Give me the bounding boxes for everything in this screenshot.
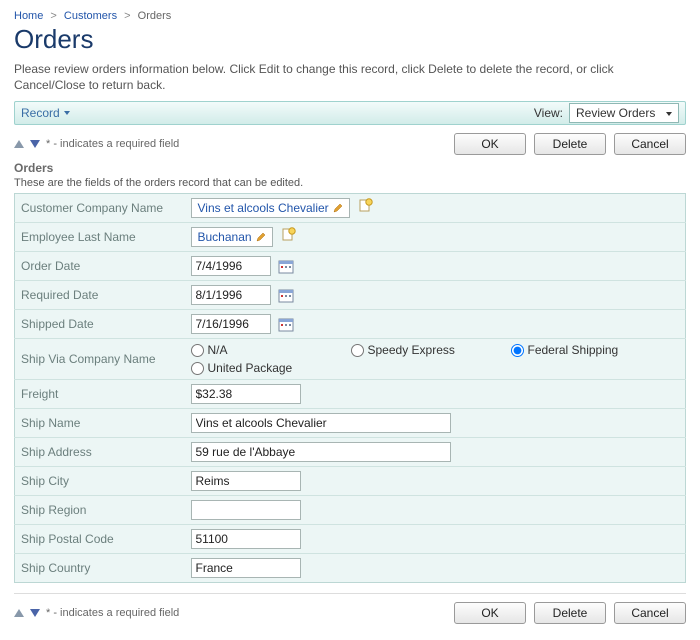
- label-ship-address: Ship Address: [15, 438, 185, 467]
- label-ship-name: Ship Name: [15, 409, 185, 438]
- view-label: View:: [534, 106, 563, 120]
- new-record-icon[interactable]: [282, 227, 296, 241]
- radio-speedy[interactable]: Speedy Express: [351, 343, 501, 357]
- breadcrumb: Home > Customers > Orders: [14, 10, 686, 22]
- radio-federal[interactable]: Federal Shipping: [511, 343, 661, 357]
- view-select-value: Review Orders: [576, 106, 655, 120]
- record-menu-label: Record: [21, 106, 60, 120]
- section-desc: These are the fields of the orders recor…: [14, 177, 686, 189]
- required-date-input[interactable]: [191, 285, 271, 305]
- calendar-icon[interactable]: [278, 259, 294, 275]
- divider: [14, 593, 686, 594]
- employee-lookup[interactable]: Buchanan: [191, 227, 273, 247]
- delete-button[interactable]: Delete: [534, 133, 606, 155]
- radio-federal-label: Federal Shipping: [528, 343, 619, 357]
- prev-record-icon[interactable]: [14, 609, 24, 617]
- calendar-icon[interactable]: [278, 288, 294, 304]
- ok-button[interactable]: OK: [454, 133, 526, 155]
- section-title: Orders: [14, 161, 686, 175]
- customer-lookup[interactable]: Vins et alcools Chevalier: [191, 198, 350, 218]
- label-required-date: Required Date: [15, 281, 185, 310]
- required-note: * - indicates a required field: [46, 607, 179, 619]
- label-customer: Customer Company Name: [15, 194, 185, 223]
- next-record-icon[interactable]: [30, 140, 40, 148]
- cancel-button[interactable]: Cancel: [614, 602, 686, 624]
- radio-na[interactable]: N/A: [191, 343, 341, 357]
- label-ship-region: Ship Region: [15, 496, 185, 525]
- cancel-button[interactable]: Cancel: [614, 133, 686, 155]
- calendar-icon[interactable]: [278, 317, 294, 333]
- label-employee: Employee Last Name: [15, 223, 185, 252]
- radio-united-input[interactable]: [191, 362, 204, 375]
- view-select[interactable]: Review Orders: [569, 103, 679, 123]
- chevron-down-icon: [64, 111, 70, 115]
- employee-value: Buchanan: [198, 230, 252, 244]
- page-instructions: Please review orders information below. …: [14, 61, 686, 93]
- ok-button[interactable]: OK: [454, 602, 526, 624]
- radio-speedy-input[interactable]: [351, 344, 364, 357]
- label-freight: Freight: [15, 380, 185, 409]
- label-order-date: Order Date: [15, 252, 185, 281]
- label-ship-country: Ship Country: [15, 554, 185, 583]
- ship-address-input[interactable]: [191, 442, 451, 462]
- ship-via-radios: N/A Speedy Express Federal Shipping Unit…: [191, 343, 680, 375]
- customer-value: Vins et alcools Chevalier: [198, 201, 329, 215]
- prev-record-icon[interactable]: [14, 140, 24, 148]
- label-ship-city: Ship City: [15, 467, 185, 496]
- label-ship-postal: Ship Postal Code: [15, 525, 185, 554]
- chevron-down-icon: [666, 112, 672, 116]
- record-toolbar: Record View: Review Orders: [14, 101, 686, 125]
- radio-united[interactable]: United Package: [191, 361, 341, 375]
- required-note: * - indicates a required field: [46, 138, 179, 150]
- radio-na-input[interactable]: [191, 344, 204, 357]
- breadcrumb-customers[interactable]: Customers: [64, 10, 117, 22]
- label-ship-via: Ship Via Company Name: [15, 339, 185, 380]
- ship-city-input[interactable]: [191, 471, 301, 491]
- record-menu[interactable]: Record: [21, 106, 70, 120]
- ship-country-input[interactable]: [191, 558, 301, 578]
- radio-united-label: United Package: [208, 361, 293, 375]
- breadcrumb-home[interactable]: Home: [14, 10, 43, 22]
- pencil-icon: [333, 203, 343, 213]
- new-record-icon[interactable]: [359, 198, 373, 212]
- ship-name-input[interactable]: [191, 413, 451, 433]
- ship-postal-input[interactable]: [191, 529, 301, 549]
- radio-na-label: N/A: [208, 343, 228, 357]
- order-date-input[interactable]: [191, 256, 271, 276]
- breadcrumb-current: Orders: [138, 10, 172, 22]
- breadcrumb-sep: >: [124, 10, 130, 22]
- label-shipped-date: Shipped Date: [15, 310, 185, 339]
- ship-region-input[interactable]: [191, 500, 301, 520]
- radio-speedy-label: Speedy Express: [368, 343, 455, 357]
- next-record-icon[interactable]: [30, 609, 40, 617]
- breadcrumb-sep: >: [50, 10, 56, 22]
- freight-input[interactable]: [191, 384, 301, 404]
- page-title: Orders: [14, 24, 686, 55]
- radio-federal-input[interactable]: [511, 344, 524, 357]
- delete-button[interactable]: Delete: [534, 602, 606, 624]
- shipped-date-input[interactable]: [191, 314, 271, 334]
- pencil-icon: [256, 232, 266, 242]
- fields-table: Customer Company Name Vins et alcools Ch…: [14, 193, 686, 583]
